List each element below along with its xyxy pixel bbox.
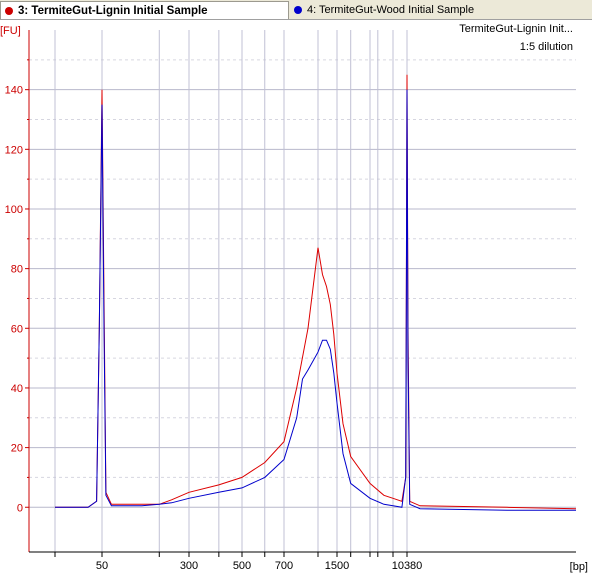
x-tick-label: 500 — [233, 560, 251, 572]
tab-sample-3-label: 3: TermiteGut-Lignin Initial Sample — [18, 4, 208, 17]
y-axis-label: [FU] — [0, 25, 21, 37]
blue-dot-icon — [294, 6, 302, 14]
electropherogram-chart: 0 20 40 60 80 100 120 140 50 300 500 700 1500 10380 [F… — [0, 23, 588, 573]
plot-area — [29, 30, 576, 552]
series-line-wood — [55, 89, 576, 511]
y-tick-label: 100 — [5, 204, 23, 216]
tab-sample-4-label: 4: TermiteGut-Wood Initial Sample — [307, 4, 475, 16]
y-tick-label: 40 — [11, 383, 23, 395]
x-axis-label: [bp] — [570, 561, 588, 573]
annotation-dilution: 1:5 dilution — [520, 41, 573, 53]
tab-sample-3[interactable]: 3: TermiteGut-Lignin Initial Sample — [0, 1, 289, 19]
x-tick-label: 1500 — [325, 560, 349, 572]
x-tick-label: 700 — [275, 560, 293, 572]
x-tick-label: 300 — [180, 560, 198, 572]
annotation-sample-name: TermiteGut-Lignin Init... — [459, 23, 573, 35]
red-dot-icon — [5, 6, 13, 15]
y-tick-label: 60 — [11, 323, 23, 335]
y-tick-label: 20 — [11, 443, 23, 455]
y-tick-label: 120 — [5, 144, 23, 156]
sample-tab-bar: 3: TermiteGut-Lignin Initial Sample 4: T… — [0, 0, 592, 20]
y-tick-label: 0 — [17, 502, 23, 514]
tab-sample-4[interactable]: 4: TermiteGut-Wood Initial Sample — [290, 1, 592, 19]
x-tick-label: 50 — [96, 560, 108, 572]
y-tick-label: 140 — [5, 85, 23, 97]
x-tick-label: 10380 — [392, 560, 423, 572]
y-tick-label: 80 — [11, 264, 23, 276]
